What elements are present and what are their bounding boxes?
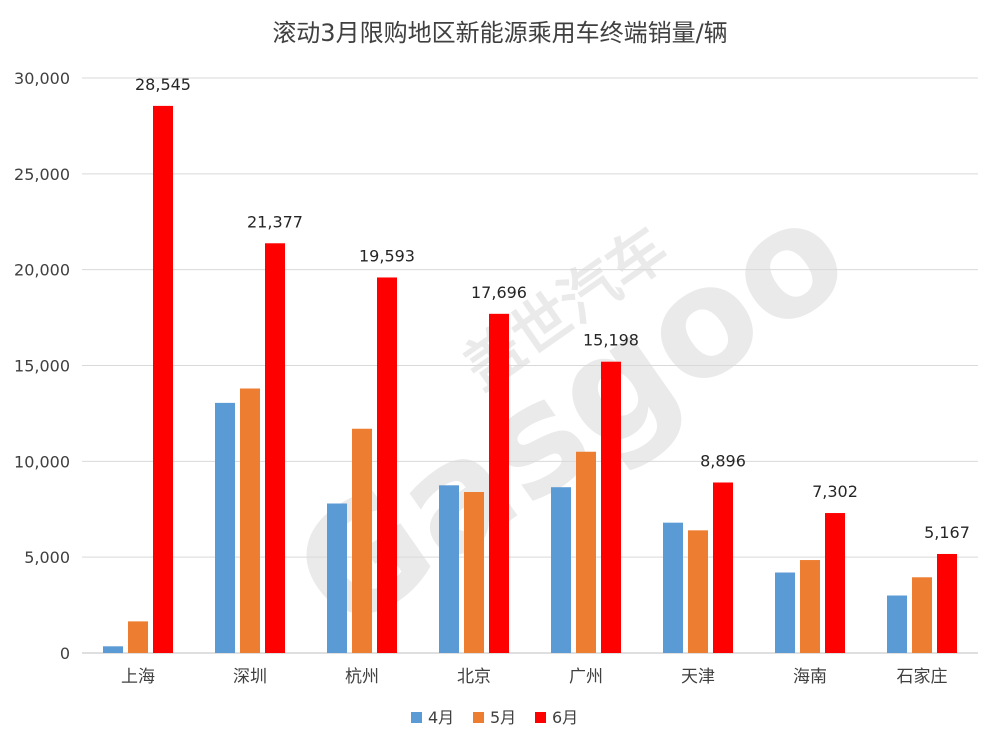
bar-3-2: [265, 243, 285, 653]
bar-2-6: [688, 530, 708, 653]
x-category-label: 杭州: [345, 667, 379, 687]
data-label: 28,545: [135, 75, 191, 94]
bar-3-5: [601, 361, 621, 653]
data-labels: 28,545 21,377 19,593 17,696 15,198 8,896 7,302…: [135, 75, 970, 542]
legend-label: 5月: [490, 708, 516, 727]
data-label: 5,167: [924, 523, 970, 542]
y-tick-label: 30,000: [14, 69, 70, 88]
bars: [103, 105, 957, 653]
y-axis: 0 5,000 10,000 15,000 20,000 25,000 30,000: [14, 69, 70, 663]
bar-3-4: [489, 313, 509, 653]
y-tick-label: 5,000: [24, 548, 70, 567]
bar-2-7: [800, 560, 820, 653]
bar-1-2: [215, 402, 235, 653]
bar-1-1: [103, 646, 123, 653]
bar-3-6: [713, 482, 733, 653]
bar-1-8: [887, 595, 907, 653]
y-tick-label: 20,000: [14, 261, 70, 280]
x-axis: 上海 深圳 杭州 北京 广州 天津 海南 石家庄: [121, 667, 948, 687]
x-category-label: 深圳: [233, 667, 267, 687]
y-tick-label: 0: [60, 644, 70, 663]
y-tick-label: 15,000: [14, 357, 70, 376]
bar-1-5: [551, 487, 571, 653]
x-category-label: 石家庄: [897, 667, 948, 687]
x-category-label: 天津: [681, 667, 715, 687]
data-label: 17,696: [471, 283, 527, 302]
legend-label: 6月: [552, 708, 578, 727]
y-tick-label: 10,000: [14, 452, 70, 471]
bar-2-4: [464, 492, 484, 653]
legend-swatch: [411, 712, 422, 723]
bar-1-4: [439, 485, 459, 653]
bar-3-8: [937, 553, 957, 653]
bar-3-1: [153, 105, 173, 653]
data-label: 7,302: [812, 482, 858, 501]
data-label: 15,198: [583, 331, 639, 350]
x-category-label: 上海: [121, 667, 155, 687]
legend: 4月 5月 6月: [411, 708, 578, 727]
legend-swatch: [535, 712, 546, 723]
bar-2-1: [128, 621, 148, 653]
x-category-label: 北京: [457, 667, 491, 687]
data-label: 21,377: [247, 212, 303, 231]
bar-3-3: [377, 277, 397, 653]
x-category-label: 海南: [793, 667, 827, 687]
bar-1-6: [663, 522, 683, 653]
bar-2-2: [240, 388, 260, 653]
bar-1-7: [775, 572, 795, 653]
x-category-label: 广州: [569, 667, 603, 687]
y-tick-label: 25,000: [14, 165, 70, 184]
legend-label: 4月: [428, 708, 454, 727]
legend-swatch: [473, 712, 484, 723]
bar-1-3: [327, 503, 347, 653]
bar-2-3: [352, 428, 372, 653]
data-label: 8,896: [700, 451, 746, 470]
data-label: 19,593: [359, 246, 415, 265]
bar-2-5: [576, 451, 596, 653]
bar-2-8: [912, 577, 932, 653]
bar-3-7: [825, 513, 845, 653]
chart-title: 滚动3月限购地区新能源乘用车终端销量/辆: [272, 19, 727, 47]
